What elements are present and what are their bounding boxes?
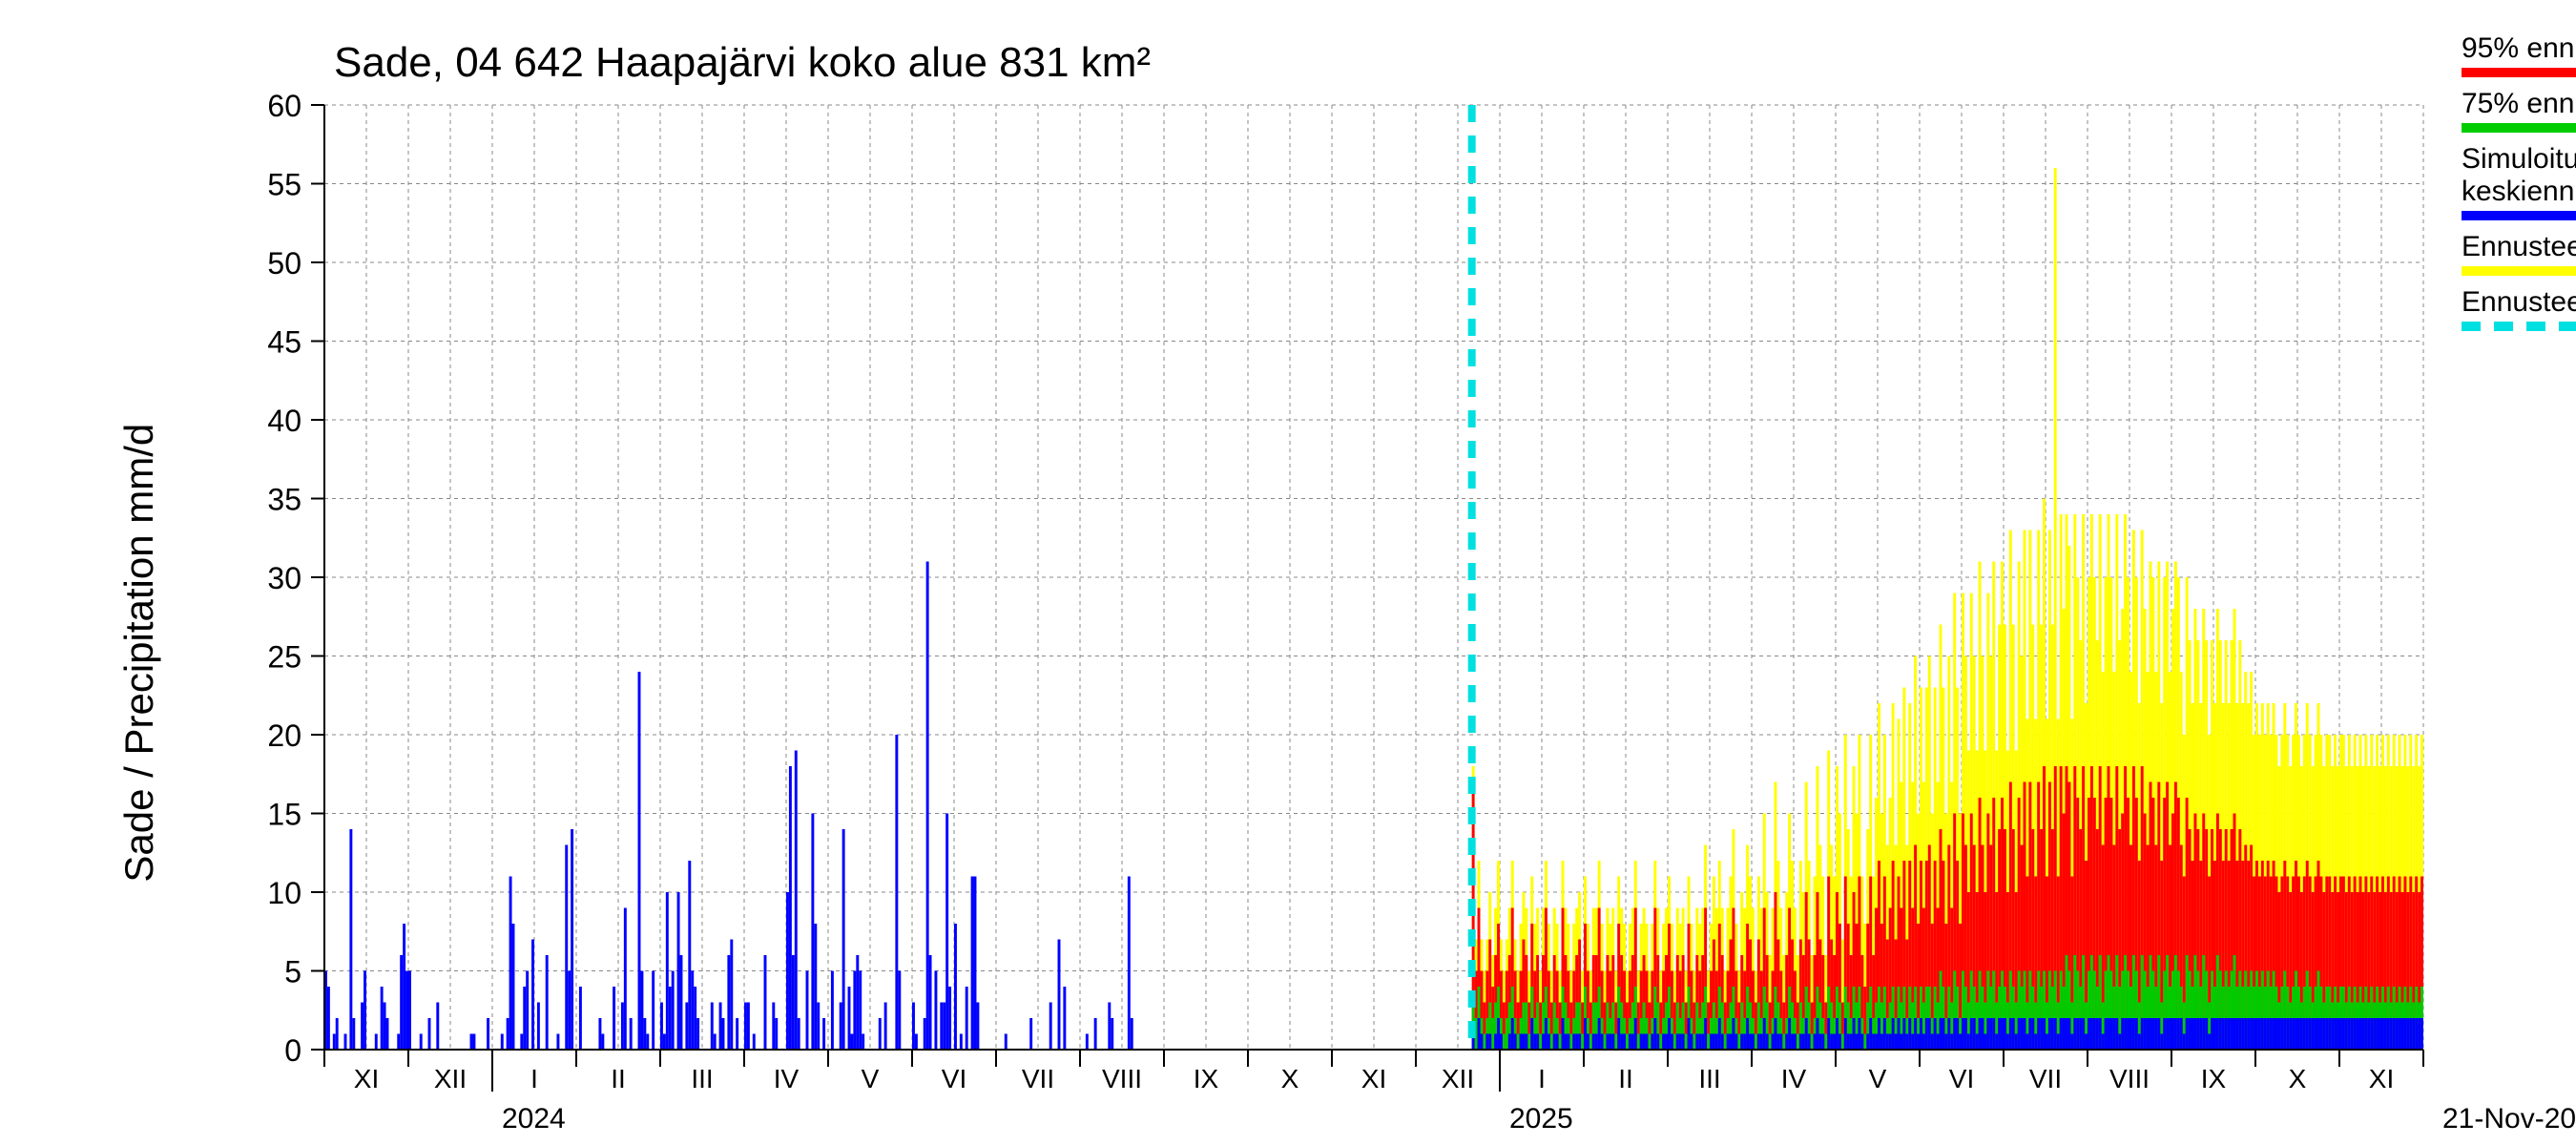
- x-month-label: X: [1281, 1064, 1299, 1093]
- y-tick-label: 55: [267, 168, 301, 202]
- legend-label: Ennusteen alku: [2462, 286, 2576, 318]
- chart-title: Sade, 04 642 Haapajärvi koko alue 831 km…: [334, 39, 1151, 86]
- y-tick-label: 15: [267, 798, 301, 832]
- x-month-label: VIII: [2109, 1064, 2150, 1093]
- x-month-label: I: [1538, 1064, 1546, 1093]
- legend-label: Ennusteen vaihteluväli: [2462, 231, 2576, 262]
- y-tick-label: 5: [284, 955, 301, 989]
- x-year-label: 2025: [1509, 1103, 1573, 1135]
- x-month-label: IX: [1194, 1064, 1219, 1093]
- x-month-label: III: [691, 1064, 713, 1093]
- legend-label: 95% ennuste: [2462, 32, 2576, 64]
- x-month-label: V: [862, 1064, 880, 1093]
- x-month-label: V: [1869, 1064, 1887, 1093]
- legend-swatch: [2462, 123, 2576, 133]
- legend-label: Simuloitu historia ja: [2462, 143, 2576, 175]
- precipitation-forecast-chart: 051015202530354045505560XIXIIIIIIIIIVVVI…: [0, 0, 2576, 1145]
- y-tick-label: 10: [267, 876, 301, 910]
- legend-swatch: [2462, 211, 2576, 220]
- x-month-label: VII: [2029, 1064, 2062, 1093]
- x-month-label: XI: [1361, 1064, 1386, 1093]
- y-tick-label: 25: [267, 640, 301, 675]
- y-tick-label: 30: [267, 561, 301, 595]
- x-month-label: VI: [942, 1064, 966, 1093]
- x-month-label: XII: [434, 1064, 467, 1093]
- x-month-label: IX: [2201, 1064, 2227, 1093]
- x-month-label: VI: [1949, 1064, 1974, 1093]
- x-month-label: VII: [1022, 1064, 1054, 1093]
- x-month-label: VIII: [1102, 1064, 1142, 1093]
- legend-swatch: [2462, 68, 2576, 77]
- x-month-label: XII: [1442, 1064, 1474, 1093]
- x-month-label: XI: [2369, 1064, 2394, 1093]
- y-tick-label: 60: [267, 89, 301, 123]
- y-tick-label: 20: [267, 718, 301, 753]
- x-year-label: 2024: [502, 1103, 566, 1135]
- y-tick-label: 50: [267, 246, 301, 281]
- x-month-label: X: [2289, 1064, 2307, 1093]
- x-month-label: IV: [1781, 1064, 1807, 1093]
- x-month-label: I: [530, 1064, 538, 1093]
- y-axis-label: Sade / Precipitation mm/d: [116, 424, 161, 883]
- x-month-label: II: [611, 1064, 626, 1093]
- y-tick-label: 45: [267, 325, 301, 360]
- legend-swatch: [2462, 266, 2576, 276]
- y-tick-label: 40: [267, 404, 301, 438]
- y-tick-label: 35: [267, 483, 301, 517]
- x-month-label: XI: [354, 1064, 379, 1093]
- x-month-label: III: [1698, 1064, 1720, 1093]
- y-tick-label: 0: [284, 1033, 301, 1068]
- legend-label: keskiennuste: [2462, 176, 2576, 207]
- chart-footer: 21-Nov-2024 14:06 WSFS-O: [2442, 1103, 2576, 1135]
- x-month-label: IV: [774, 1064, 800, 1093]
- legend-label: 75% ennuste: [2462, 88, 2576, 119]
- x-month-label: II: [1618, 1064, 1633, 1093]
